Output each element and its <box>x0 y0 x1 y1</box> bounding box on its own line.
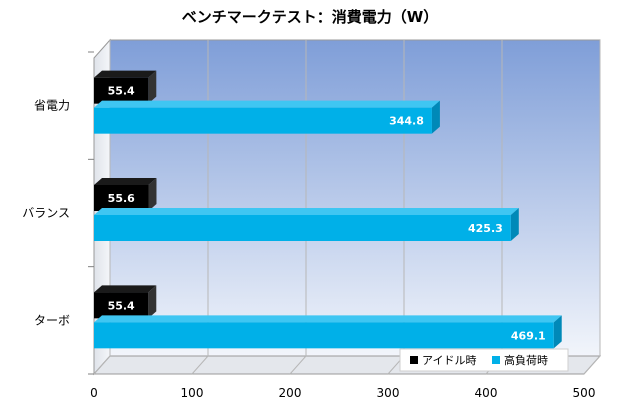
x-tick-label: 300 <box>377 386 400 400</box>
bar-load-top <box>94 208 519 215</box>
bar-load-front <box>94 107 432 134</box>
bar-idle-front <box>94 77 149 104</box>
bar-idle-top <box>94 285 157 293</box>
gridline <box>289 355 307 375</box>
bar-load <box>94 100 440 134</box>
bar-load-top <box>94 315 562 323</box>
legend-label: アイドル時 <box>422 354 476 367</box>
bar-load <box>94 208 519 241</box>
legend-box <box>399 348 569 372</box>
x-tick-label: 500 <box>573 386 596 400</box>
legend: アイドル時 高負荷時 <box>399 348 569 372</box>
bar-idle <box>94 285 157 319</box>
bar-load-front <box>94 322 554 349</box>
data-label-load: 344.8 <box>389 115 424 128</box>
gridline <box>583 355 601 375</box>
bar-idle-top <box>94 70 157 78</box>
bar-idle-side <box>148 70 157 104</box>
bar-load-top <box>94 100 440 108</box>
legend-swatch <box>492 356 500 364</box>
data-label-load: 425.3 <box>468 222 503 235</box>
gridline <box>93 355 111 375</box>
x-tick-label: 200 <box>279 386 302 400</box>
category-label: ターボ <box>34 313 70 327</box>
x-tick-label: 100 <box>181 386 204 400</box>
bar-idle-front <box>94 292 149 319</box>
bar-idle-top <box>94 178 157 185</box>
bar-idle <box>94 178 157 211</box>
bar-load-side <box>431 100 440 134</box>
bar-load-side <box>553 315 562 349</box>
x-tick-label: 0 <box>90 386 98 400</box>
bar-idle-front <box>94 185 149 211</box>
bar-idle <box>94 70 157 104</box>
chart-title: ベンチマークテスト：消費電力（W） <box>181 8 439 26</box>
bar-load <box>94 315 562 349</box>
category-label: バランス <box>22 206 70 220</box>
legend-swatch <box>410 356 418 364</box>
gridline <box>191 355 209 375</box>
bar-load-side <box>510 208 519 241</box>
data-label-load: 469.1 <box>511 329 546 342</box>
data-label-idle: 55.6 <box>108 192 135 205</box>
bar-idle-side <box>148 178 157 211</box>
category-label: 省電力 <box>34 99 70 113</box>
bar-idle-side <box>148 285 157 319</box>
data-label-idle: 55.4 <box>108 85 135 98</box>
bar-load-front <box>94 215 511 241</box>
data-label-idle: 55.4 <box>108 299 135 312</box>
plot-back-wall <box>109 39 601 357</box>
legend-label: 高負荷時 <box>504 353 548 367</box>
x-tick-label: 400 <box>475 386 498 400</box>
